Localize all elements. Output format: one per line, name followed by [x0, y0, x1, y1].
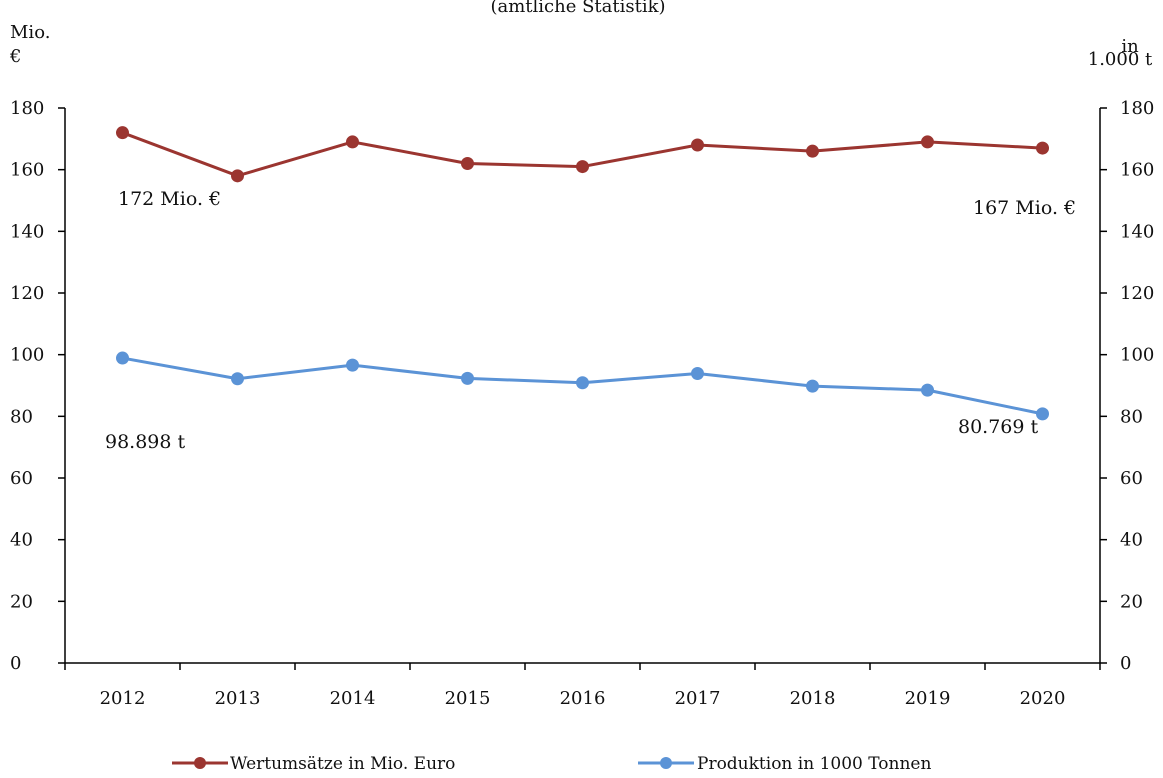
right-y-tick-label: 40: [1120, 530, 1143, 551]
left-y-tick-label: 140: [10, 221, 44, 242]
right-y-tick-label: 180: [1120, 98, 1154, 119]
legend: Wertumsätze in Mio. Euro Produktion in 1…: [172, 754, 931, 774]
data-point-revenue: [806, 144, 819, 158]
right-y-tick-label: 80: [1120, 406, 1143, 427]
series-revenue: [116, 126, 1049, 183]
x-tick-label: 2014: [330, 688, 376, 709]
legend-label-production: Produktion in 1000 Tonnen: [697, 754, 931, 774]
x-tick-label: 2019: [905, 688, 951, 709]
series-production: [116, 351, 1049, 421]
data-point-revenue: [231, 169, 244, 183]
data-point-production: [806, 379, 819, 393]
annotation-start-revenue: 172 Mio. €: [118, 188, 221, 210]
right-y-tick-label: 140: [1120, 221, 1154, 242]
x-tick-label: 2015: [445, 688, 491, 709]
left-y-tick-label: 60: [10, 468, 33, 489]
data-point-production: [921, 383, 934, 397]
legend-label-revenue: Wertumsätze in Mio. Euro: [230, 754, 455, 774]
legend-item-revenue: Wertumsätze in Mio. Euro: [172, 754, 455, 774]
left-y-tick-label: 100: [10, 345, 44, 366]
data-point-revenue: [1036, 141, 1049, 155]
left-y-tick-label: 80: [10, 406, 33, 427]
series-layer: [116, 126, 1049, 421]
data-point-production: [691, 366, 704, 380]
right-y-tick-label: 160: [1120, 160, 1154, 181]
left-axis-unit-line1: Mio.: [10, 22, 50, 43]
right-y-tick-label: 0: [1120, 653, 1131, 674]
x-tick-label: 2018: [790, 688, 836, 709]
annotation-end-production: 80.769 t: [958, 416, 1039, 438]
axes: 0 20 40 60 80 100 120 140 160 180 0 20 40 60 80 100 120 1…: [10, 98, 1154, 709]
right-y-tick-label: 60: [1120, 468, 1143, 489]
data-point-production: [461, 371, 474, 385]
chart-subtitle: (amtliche Statistik): [490, 0, 665, 17]
data-point-production: [576, 376, 589, 390]
x-tick-label: 2020: [1020, 688, 1066, 709]
legend-marker-revenue: [194, 757, 206, 769]
left-y-tick-label: 120: [10, 283, 44, 304]
data-point-production: [346, 358, 359, 372]
data-point-revenue: [461, 157, 474, 170]
x-tick-label: 2017: [675, 688, 721, 709]
legend-marker-production: [660, 757, 672, 769]
data-point-revenue: [346, 135, 359, 149]
right-y-tick-label: 120: [1120, 283, 1154, 304]
data-point-revenue: [576, 160, 589, 174]
left-y-tick-label: 0: [10, 653, 21, 674]
left-y-tick-label: 20: [10, 591, 33, 612]
right-axis-unit-line1: in: [1121, 36, 1139, 57]
right-y-tick-label: 20: [1120, 591, 1143, 612]
data-point-production: [116, 351, 129, 365]
left-axis-unit-line2: €: [9, 46, 21, 67]
data-point-production: [1036, 407, 1049, 421]
x-tick-label: 2012: [100, 688, 146, 709]
legend-item-production: Produktion in 1000 Tonnen: [638, 754, 931, 774]
annotation-end-revenue: 167 Mio. €: [973, 197, 1076, 219]
right-axis-unit-line2: 1.000 t: [1088, 49, 1153, 70]
data-point-revenue: [921, 135, 934, 149]
x-tick-label: 2016: [560, 688, 606, 709]
right-y-tick-label: 100: [1120, 345, 1154, 366]
left-y-tick-label: 40: [10, 530, 33, 551]
data-point-revenue: [691, 138, 704, 152]
annotation-start-production: 98.898 t: [105, 431, 186, 453]
x-tick-label: 2013: [215, 688, 261, 709]
left-y-tick-label: 180: [10, 98, 44, 119]
data-point-revenue: [116, 126, 129, 140]
data-point-production: [231, 372, 244, 386]
left-y-tick-label: 160: [10, 160, 44, 181]
